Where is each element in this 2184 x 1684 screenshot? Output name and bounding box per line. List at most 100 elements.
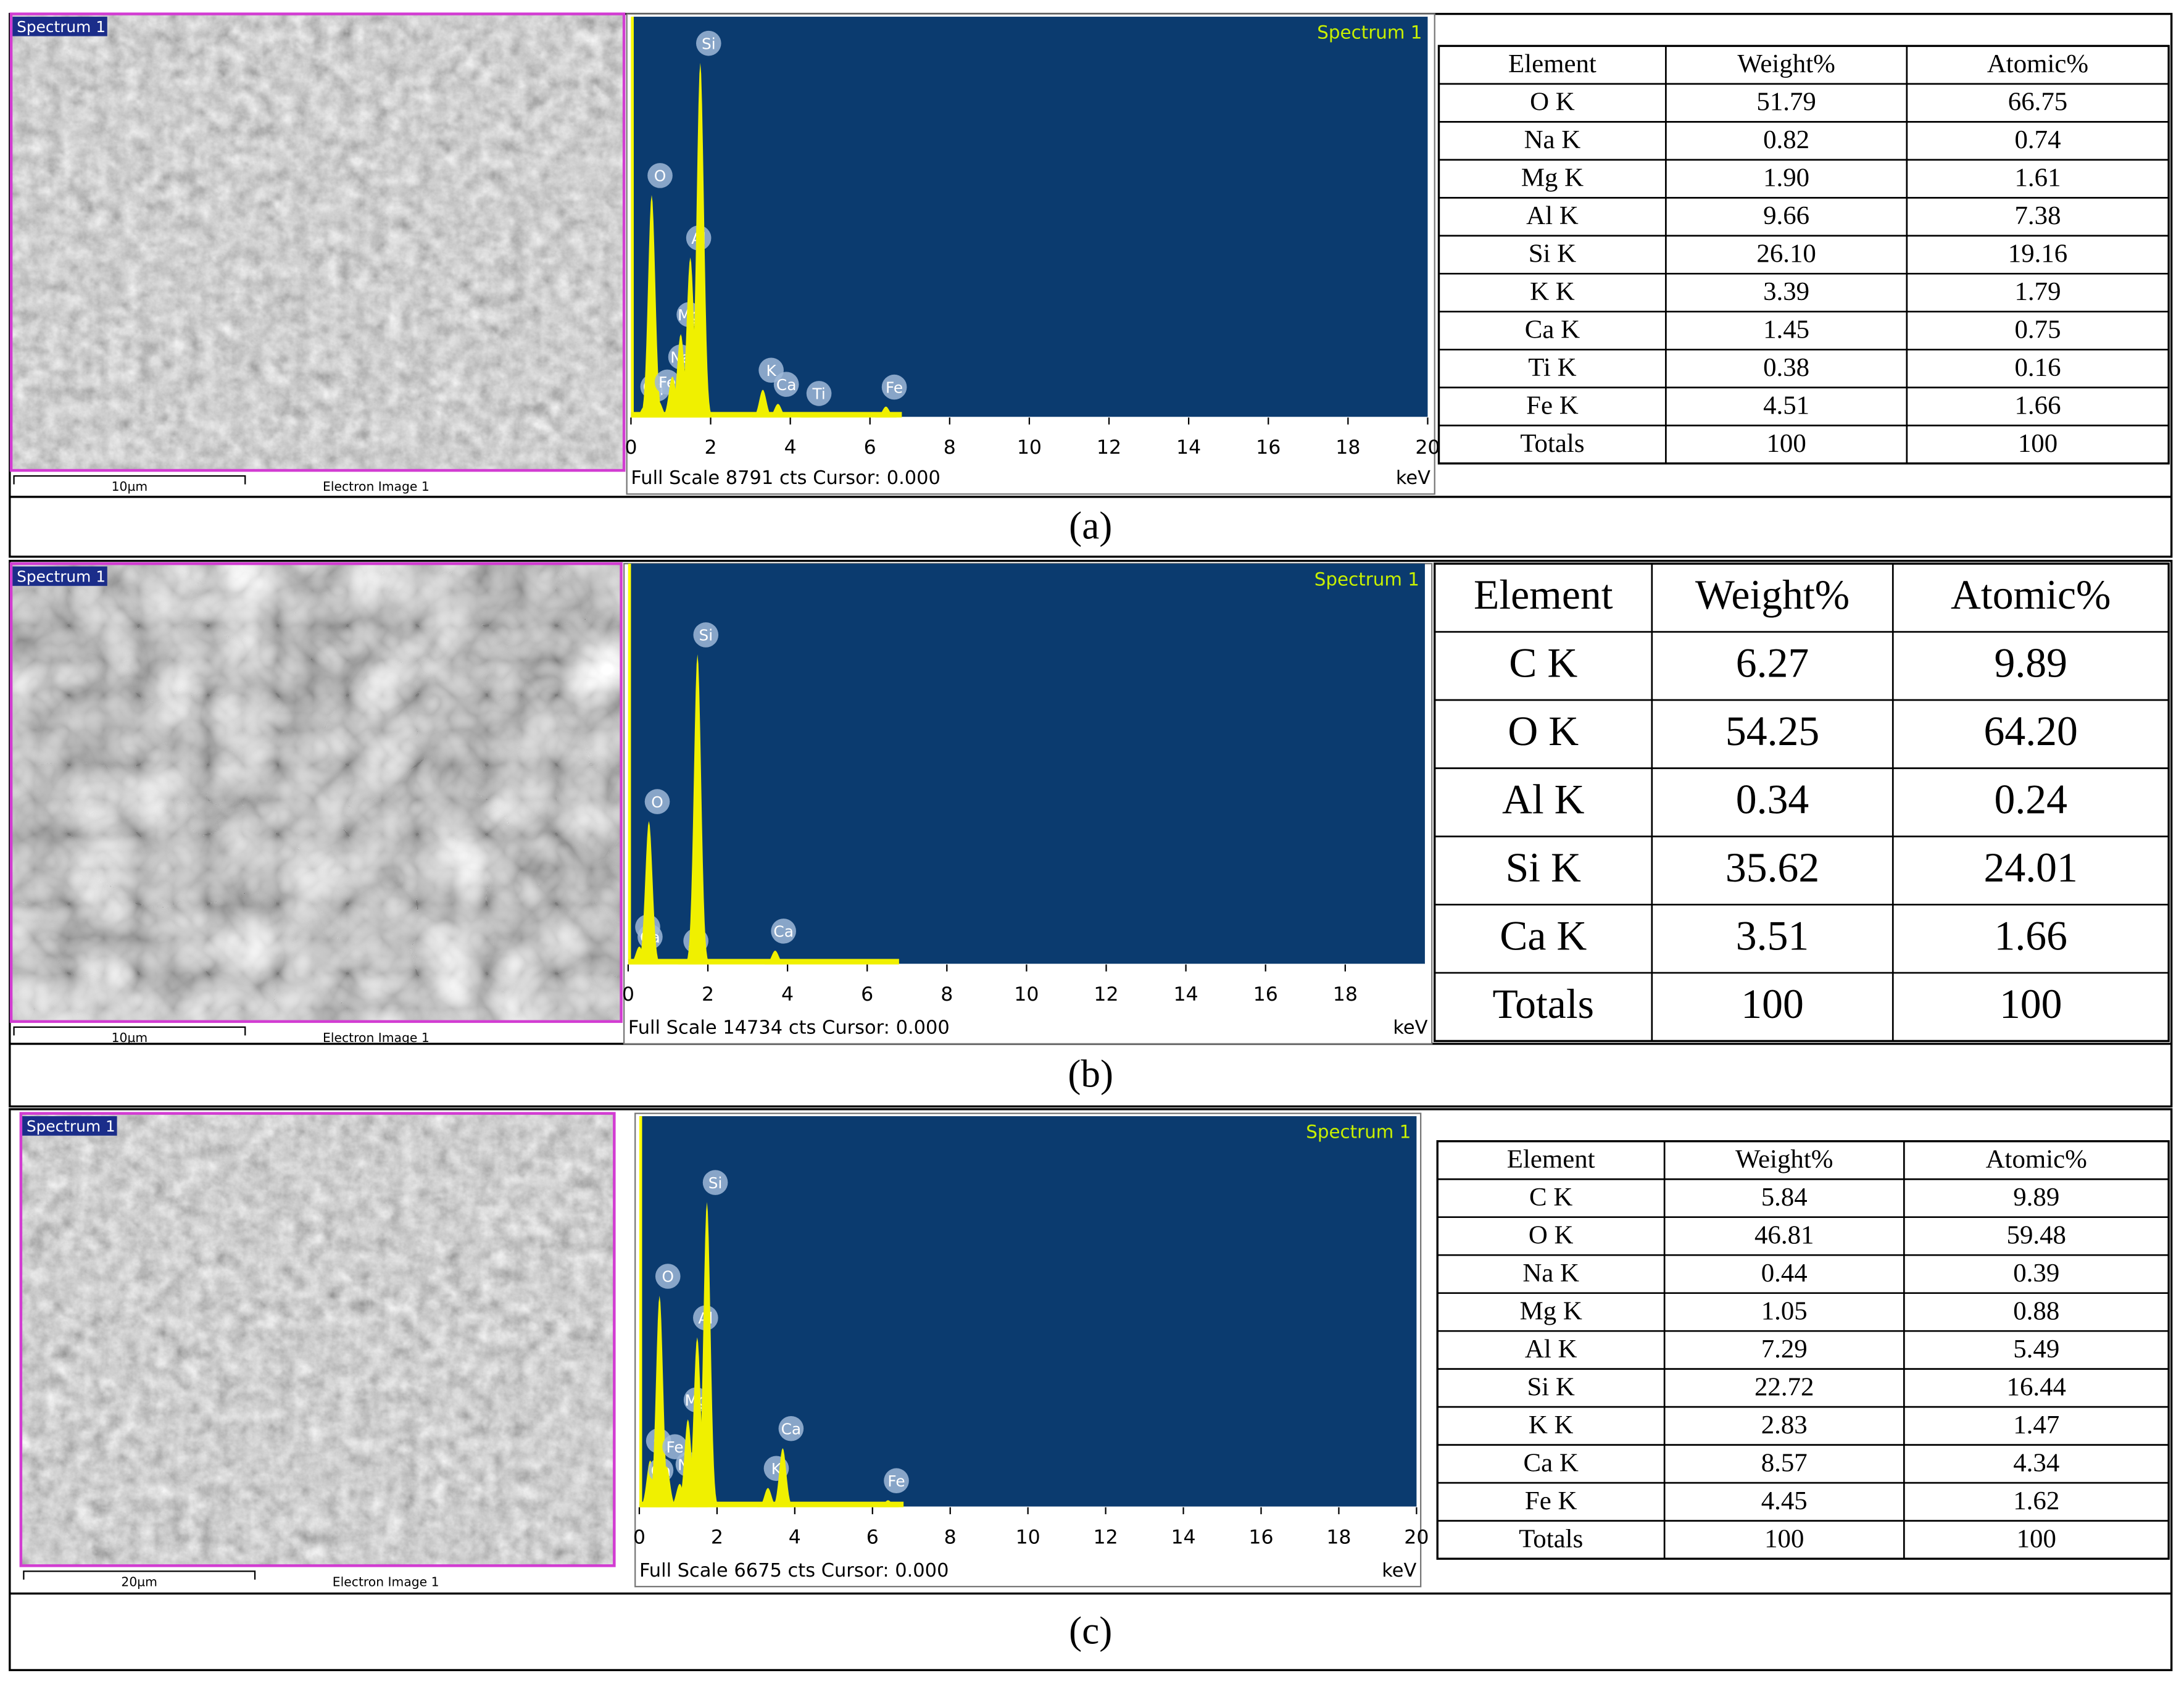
table-cell: 8.57: [1761, 1448, 1808, 1477]
table-cell: 100: [2018, 429, 2057, 458]
table-cell: Na K: [1524, 125, 1581, 154]
x-tick-label: 18: [1326, 1526, 1351, 1548]
table-cell: Mg K: [1520, 1297, 1582, 1326]
table-cell: 0.34: [1736, 777, 1809, 823]
x-tick-label: 18: [1335, 436, 1360, 459]
peak-label-bubble: [702, 1170, 728, 1195]
x-tick-label: 14: [1174, 983, 1198, 1006]
x-tick-label: 2: [702, 983, 714, 1006]
x-tick-label: 10: [1014, 983, 1039, 1006]
table-cell: 3.51: [1736, 913, 1809, 959]
table-cell: O K: [1530, 88, 1575, 117]
table-cell: Si K: [1506, 844, 1581, 891]
scale-label: 10µm: [112, 1030, 148, 1045]
peak: [767, 404, 789, 418]
table-cell: Mg K: [1521, 164, 1584, 193]
table-cell: 100: [1741, 981, 1804, 1027]
scale-label: 10µm: [112, 479, 148, 494]
image-tag-bg: [12, 17, 107, 36]
peak-label: Fe: [887, 1472, 905, 1490]
peak-label: Ti: [812, 385, 825, 403]
x-tick-label: 10: [1016, 1526, 1040, 1548]
peak-label: Ca: [781, 1420, 802, 1438]
x-tick-label: 2: [704, 436, 716, 459]
table-cell: 0.82: [1763, 125, 1809, 154]
x-tick-label: 18: [1333, 983, 1358, 1006]
peak: [638, 821, 660, 965]
table-cell: 4.45: [1761, 1486, 1808, 1515]
image-name: Electron Image 1: [323, 479, 430, 494]
table-header: Weight%: [1737, 49, 1835, 78]
table-header: Atomic%: [1987, 49, 2088, 78]
table-cell: Fe K: [1526, 391, 1579, 420]
peak: [752, 390, 774, 418]
scale-label: 20µm: [121, 1574, 157, 1589]
peak: [641, 194, 663, 418]
table-cell: 0.24: [1994, 777, 2067, 823]
spectrum-footer: Full Scale 6675 cts Cursor: 0.000: [639, 1560, 949, 1582]
spectrum-title: Spectrum 1: [1317, 22, 1422, 43]
table-cell: 0.75: [2015, 315, 2061, 344]
table-header: Element: [1507, 1145, 1595, 1174]
x-tick-label: 14: [1176, 436, 1201, 459]
table-cell: 1.45: [1763, 315, 1809, 344]
image-tag: Spectrum 1: [17, 568, 106, 586]
image-name: Electron Image 1: [333, 1574, 439, 1589]
table-header: Atomic%: [1951, 572, 2111, 618]
peak-label: O: [651, 793, 663, 811]
spectrum-unit: keV: [1396, 467, 1430, 489]
peak: [648, 401, 670, 418]
table-cell: Totals: [1520, 429, 1584, 458]
table-cell: 0.44: [1761, 1259, 1808, 1288]
sem-image: [9, 562, 623, 1023]
table-cell: 7.38: [2015, 201, 2061, 230]
panel: (b) Spectrum 1 10µm Electron Image 1 Spectru…: [9, 559, 2173, 1108]
table-cell: Ca K: [1500, 913, 1587, 959]
table-cell: Totals: [1493, 981, 1594, 1027]
table-cell: 6.27: [1736, 640, 1809, 686]
table-header: Weight%: [1695, 572, 1850, 618]
peak-label: O: [654, 167, 666, 185]
table-cell: 4.51: [1763, 391, 1809, 420]
table-cell: 19.16: [2008, 240, 2067, 269]
caption: (c): [1069, 1609, 1112, 1652]
table-cell: 0.74: [2015, 125, 2061, 154]
sem-image: [9, 12, 626, 472]
table-cell: O K: [1508, 708, 1579, 754]
table-header: Element: [1508, 49, 1596, 78]
spectrum-title: Spectrum 1: [1314, 569, 1419, 590]
peak-label-bubble: [771, 919, 796, 944]
table-cell: C K: [1529, 1183, 1572, 1212]
table-cell: Al K: [1525, 1335, 1577, 1364]
scale-bar: [13, 1026, 246, 1036]
table-cell: 9.89: [2013, 1183, 2059, 1212]
table-cell: 0.88: [2013, 1297, 2059, 1326]
table-cell: 1.90: [1763, 164, 1809, 193]
table-cell: Na K: [1522, 1259, 1579, 1288]
x-tick-label: 4: [789, 1526, 801, 1548]
table-cell: 16.44: [2007, 1372, 2066, 1401]
sem-image: [19, 1112, 616, 1567]
x-tick-label: 6: [864, 436, 876, 459]
spectrum-title: Spectrum 1: [1306, 1122, 1411, 1143]
table-cell: C K: [1509, 640, 1577, 686]
table-cell: K K: [1530, 277, 1575, 306]
x-tick-label: 14: [1171, 1526, 1195, 1548]
image-name: Electron Image 1: [323, 1030, 430, 1045]
peak-label: Si: [699, 627, 713, 644]
scale-bar: [23, 1570, 256, 1580]
table-cell: 1.66: [2015, 391, 2061, 420]
table-cell: Ti K: [1528, 353, 1576, 382]
peak-label-bubble: [647, 163, 673, 188]
x-tick-label: 12: [1094, 1526, 1118, 1548]
x-tick-label: 4: [781, 983, 794, 1006]
x-tick-label: 16: [1253, 983, 1278, 1006]
table-cell: Al K: [1502, 777, 1585, 823]
table-cell: 100: [1764, 1524, 1804, 1553]
spectrum-plot: [628, 564, 1425, 965]
table-cell: 51.79: [1756, 88, 1816, 117]
table-cell: 1.66: [1994, 913, 2067, 959]
table-cell: 9.89: [1994, 640, 2067, 686]
x-tick-label: 0: [625, 436, 637, 459]
